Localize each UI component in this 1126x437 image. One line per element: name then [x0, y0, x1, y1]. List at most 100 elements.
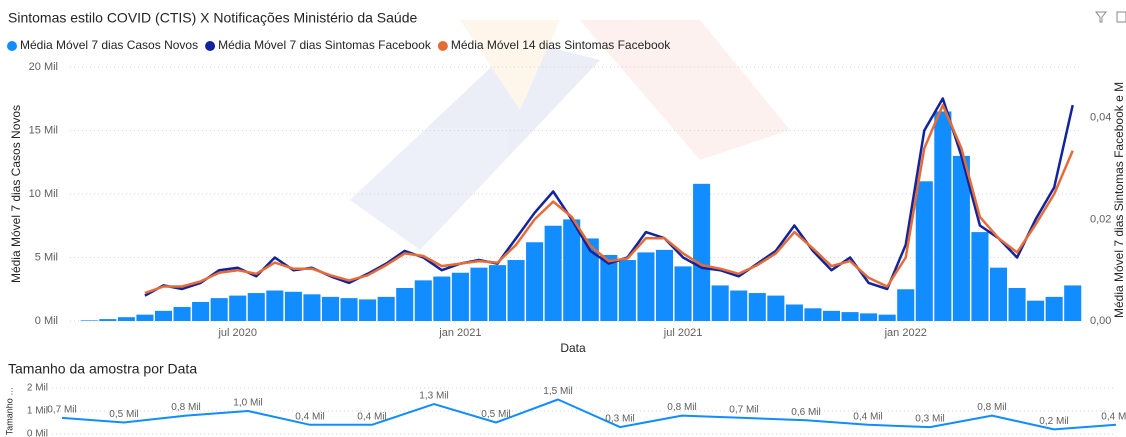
bar	[488, 265, 507, 321]
bar	[618, 260, 636, 321]
bar	[655, 249, 674, 321]
bar	[971, 232, 989, 321]
data-label: 0,8 Mil	[977, 402, 1006, 413]
watermark	[350, 20, 790, 250]
chart-title: Sintomas estilo COVID (CTIS) X Notificaç…	[8, 10, 417, 26]
chart-title: Tamanho da amostra por Data	[8, 361, 197, 377]
bar	[229, 295, 247, 321]
y2-tick-label: 0,04	[1090, 112, 1111, 124]
bar	[117, 317, 135, 321]
bar	[897, 289, 915, 321]
bar	[247, 293, 265, 321]
bar	[748, 293, 766, 321]
bar	[266, 290, 284, 321]
y2-tick-label: 0,02	[1090, 213, 1111, 225]
bar	[1064, 285, 1082, 321]
y-axis-title: Tamanho …	[4, 387, 14, 436]
bar	[730, 290, 748, 321]
data-label: 0,7 Mil	[729, 405, 758, 416]
data-label: 1,5 Mil	[543, 386, 572, 397]
data-label: 0,4 Mil	[357, 411, 386, 422]
bar	[563, 219, 581, 321]
data-label: 0,7 Mil	[47, 405, 76, 416]
bar	[377, 296, 395, 321]
y-tick-label: 0 Mil	[27, 429, 48, 437]
bar	[359, 299, 377, 321]
legend-swatch	[205, 41, 216, 51]
legend-label: Média Móvel 7 dias Sintomas Facebook	[218, 38, 432, 52]
bar	[173, 307, 191, 321]
x-tick-label: jan 2021	[438, 327, 481, 339]
bar	[192, 301, 210, 321]
y-tick-label: 2 Mil	[27, 383, 48, 394]
x-tick-label: jan 2022	[884, 327, 927, 339]
bar	[989, 267, 1008, 321]
y-axis-title: Média Móvel 7 dias Casos Novos	[9, 105, 23, 283]
data-label: 0,4 Mil	[295, 411, 324, 422]
line	[144, 103, 1074, 295]
y-tick-label: 0 Mil	[35, 315, 58, 327]
bar	[1008, 287, 1026, 321]
bar	[210, 298, 228, 321]
data-label: 0,5 Mil	[109, 409, 138, 420]
toolbar-icons[interactable]	[1094, 11, 1126, 23]
y-tick-label: 20 Mil	[29, 61, 58, 73]
bar	[1027, 300, 1045, 321]
bar	[284, 291, 302, 321]
legend-swatch	[7, 41, 17, 51]
bar	[470, 267, 488, 321]
data-label: 0,4 Mil	[853, 411, 882, 422]
data-label: 0,8 Mil	[667, 402, 696, 413]
bar	[785, 304, 803, 321]
bar	[340, 298, 358, 321]
bar	[637, 252, 655, 321]
data-label: 0,3 Mil	[915, 414, 944, 425]
y-tick-label: 5 Mil	[35, 251, 58, 263]
legend-label: Média Móvel 7 dias Casos Novos	[20, 38, 198, 52]
bar	[136, 314, 154, 321]
line	[61, 398, 1117, 431]
bar	[80, 320, 98, 321]
y2-axis-title: Média Móvel 7 dias Sintomas Facebook e M	[1112, 82, 1126, 318]
y-tick-label: 10 Mil	[29, 188, 58, 200]
y-tick-label: 1 Mil	[27, 406, 48, 417]
data-label: 1,3 Mil	[419, 391, 448, 402]
data-label: 0,3 Mil	[605, 414, 634, 425]
bar	[154, 310, 173, 321]
legend: Média Móvel 7 dias Casos Novos Média Móve…	[7, 38, 671, 52]
bar	[860, 313, 878, 321]
bar	[1045, 296, 1063, 321]
bar	[693, 183, 711, 321]
bar	[433, 276, 451, 321]
bar	[600, 254, 618, 321]
bar	[581, 238, 599, 321]
bar	[711, 285, 729, 321]
legend-swatch	[437, 41, 448, 51]
bar	[507, 260, 525, 321]
bar	[767, 295, 785, 321]
bar	[451, 272, 469, 321]
bar	[804, 308, 822, 321]
bar	[396, 287, 414, 321]
bar	[303, 294, 321, 321]
x-axis-title: Data	[560, 341, 586, 355]
data-label: 0,8 Mil	[171, 402, 200, 413]
data-label: 0,4 Mil	[1101, 411, 1126, 422]
bar	[99, 319, 117, 321]
bar	[544, 225, 562, 321]
y2-tick-label: 0,00	[1090, 315, 1111, 327]
bar	[321, 296, 340, 321]
x-tick-label: jul 2021	[663, 327, 703, 339]
bar	[934, 111, 952, 321]
bar	[526, 242, 544, 321]
bar	[878, 314, 896, 321]
data-label: 0,6 Mil	[791, 407, 820, 418]
y-tick-label: 15 Mil	[29, 124, 58, 136]
bar	[915, 181, 933, 321]
bar	[414, 280, 432, 321]
data-label: 0,2 Mil	[1039, 416, 1068, 427]
bar	[822, 310, 841, 321]
legend-label: Média Móvel 14 dias Sintomas Facebook	[451, 38, 671, 52]
